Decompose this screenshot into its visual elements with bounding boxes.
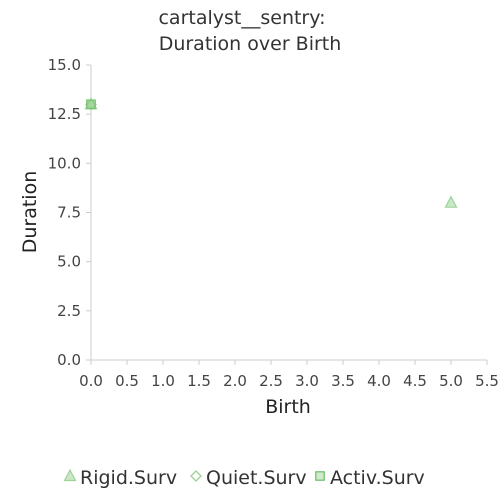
data-point-triangle xyxy=(444,195,458,208)
y-tick-label: 15.0 xyxy=(48,56,81,74)
y-tick-label: 12.5 xyxy=(48,105,81,123)
data-points xyxy=(84,97,458,208)
x-tick-label: 4.5 xyxy=(403,372,427,390)
axes xyxy=(90,65,487,361)
y-tick-label: 7.5 xyxy=(57,204,81,222)
x-tick-label: 0.0 xyxy=(79,372,103,390)
data-point-diamond xyxy=(85,98,97,111)
x-tick-label: 1.5 xyxy=(187,372,211,390)
x-tick-label: 5.5 xyxy=(475,372,499,390)
legend-label: Activ.Surv xyxy=(330,467,425,489)
legend-marker-diamond xyxy=(190,470,202,482)
legend-marker-triangle xyxy=(63,468,77,482)
chart-title-line-2: Duration over Birth xyxy=(159,33,342,55)
legend-marker-square xyxy=(315,471,325,481)
legend-label: Quiet.Surv xyxy=(206,467,307,489)
x-tick-label: 3.5 xyxy=(331,372,355,390)
x-tick-label: 3.0 xyxy=(295,372,319,390)
x-tick-label: 2.0 xyxy=(223,372,247,390)
y-tick-label: 0.0 xyxy=(57,351,81,369)
x-tick-label: 5.0 xyxy=(439,372,463,390)
tick-labels: 0.0 0.5 1.0 1.5 2.0 2.5 3.0 3.5 4.0 4.5 5.0 5.5 0.0 2… xyxy=(48,56,499,390)
chart-title-line-1: cartalyst__sentry: xyxy=(158,7,325,29)
y-axis-label: Duration xyxy=(19,171,41,254)
legend: Rigid.Surv Quiet.Surv Activ.Surv xyxy=(63,467,425,489)
y-tick-label: 10.0 xyxy=(48,154,81,172)
legend-label: Rigid.Surv xyxy=(80,467,177,489)
y-tick-label: 2.5 xyxy=(57,302,81,320)
data-point-square xyxy=(86,99,96,110)
x-tick-label: 0.5 xyxy=(115,372,139,390)
x-tick-label: 2.5 xyxy=(259,372,283,390)
y-tick-label: 5.0 xyxy=(57,253,81,271)
x-tick-label: 4.0 xyxy=(367,372,391,390)
x-tick-label: 1.0 xyxy=(151,372,175,390)
x-axis-label: Birth xyxy=(265,396,311,418)
